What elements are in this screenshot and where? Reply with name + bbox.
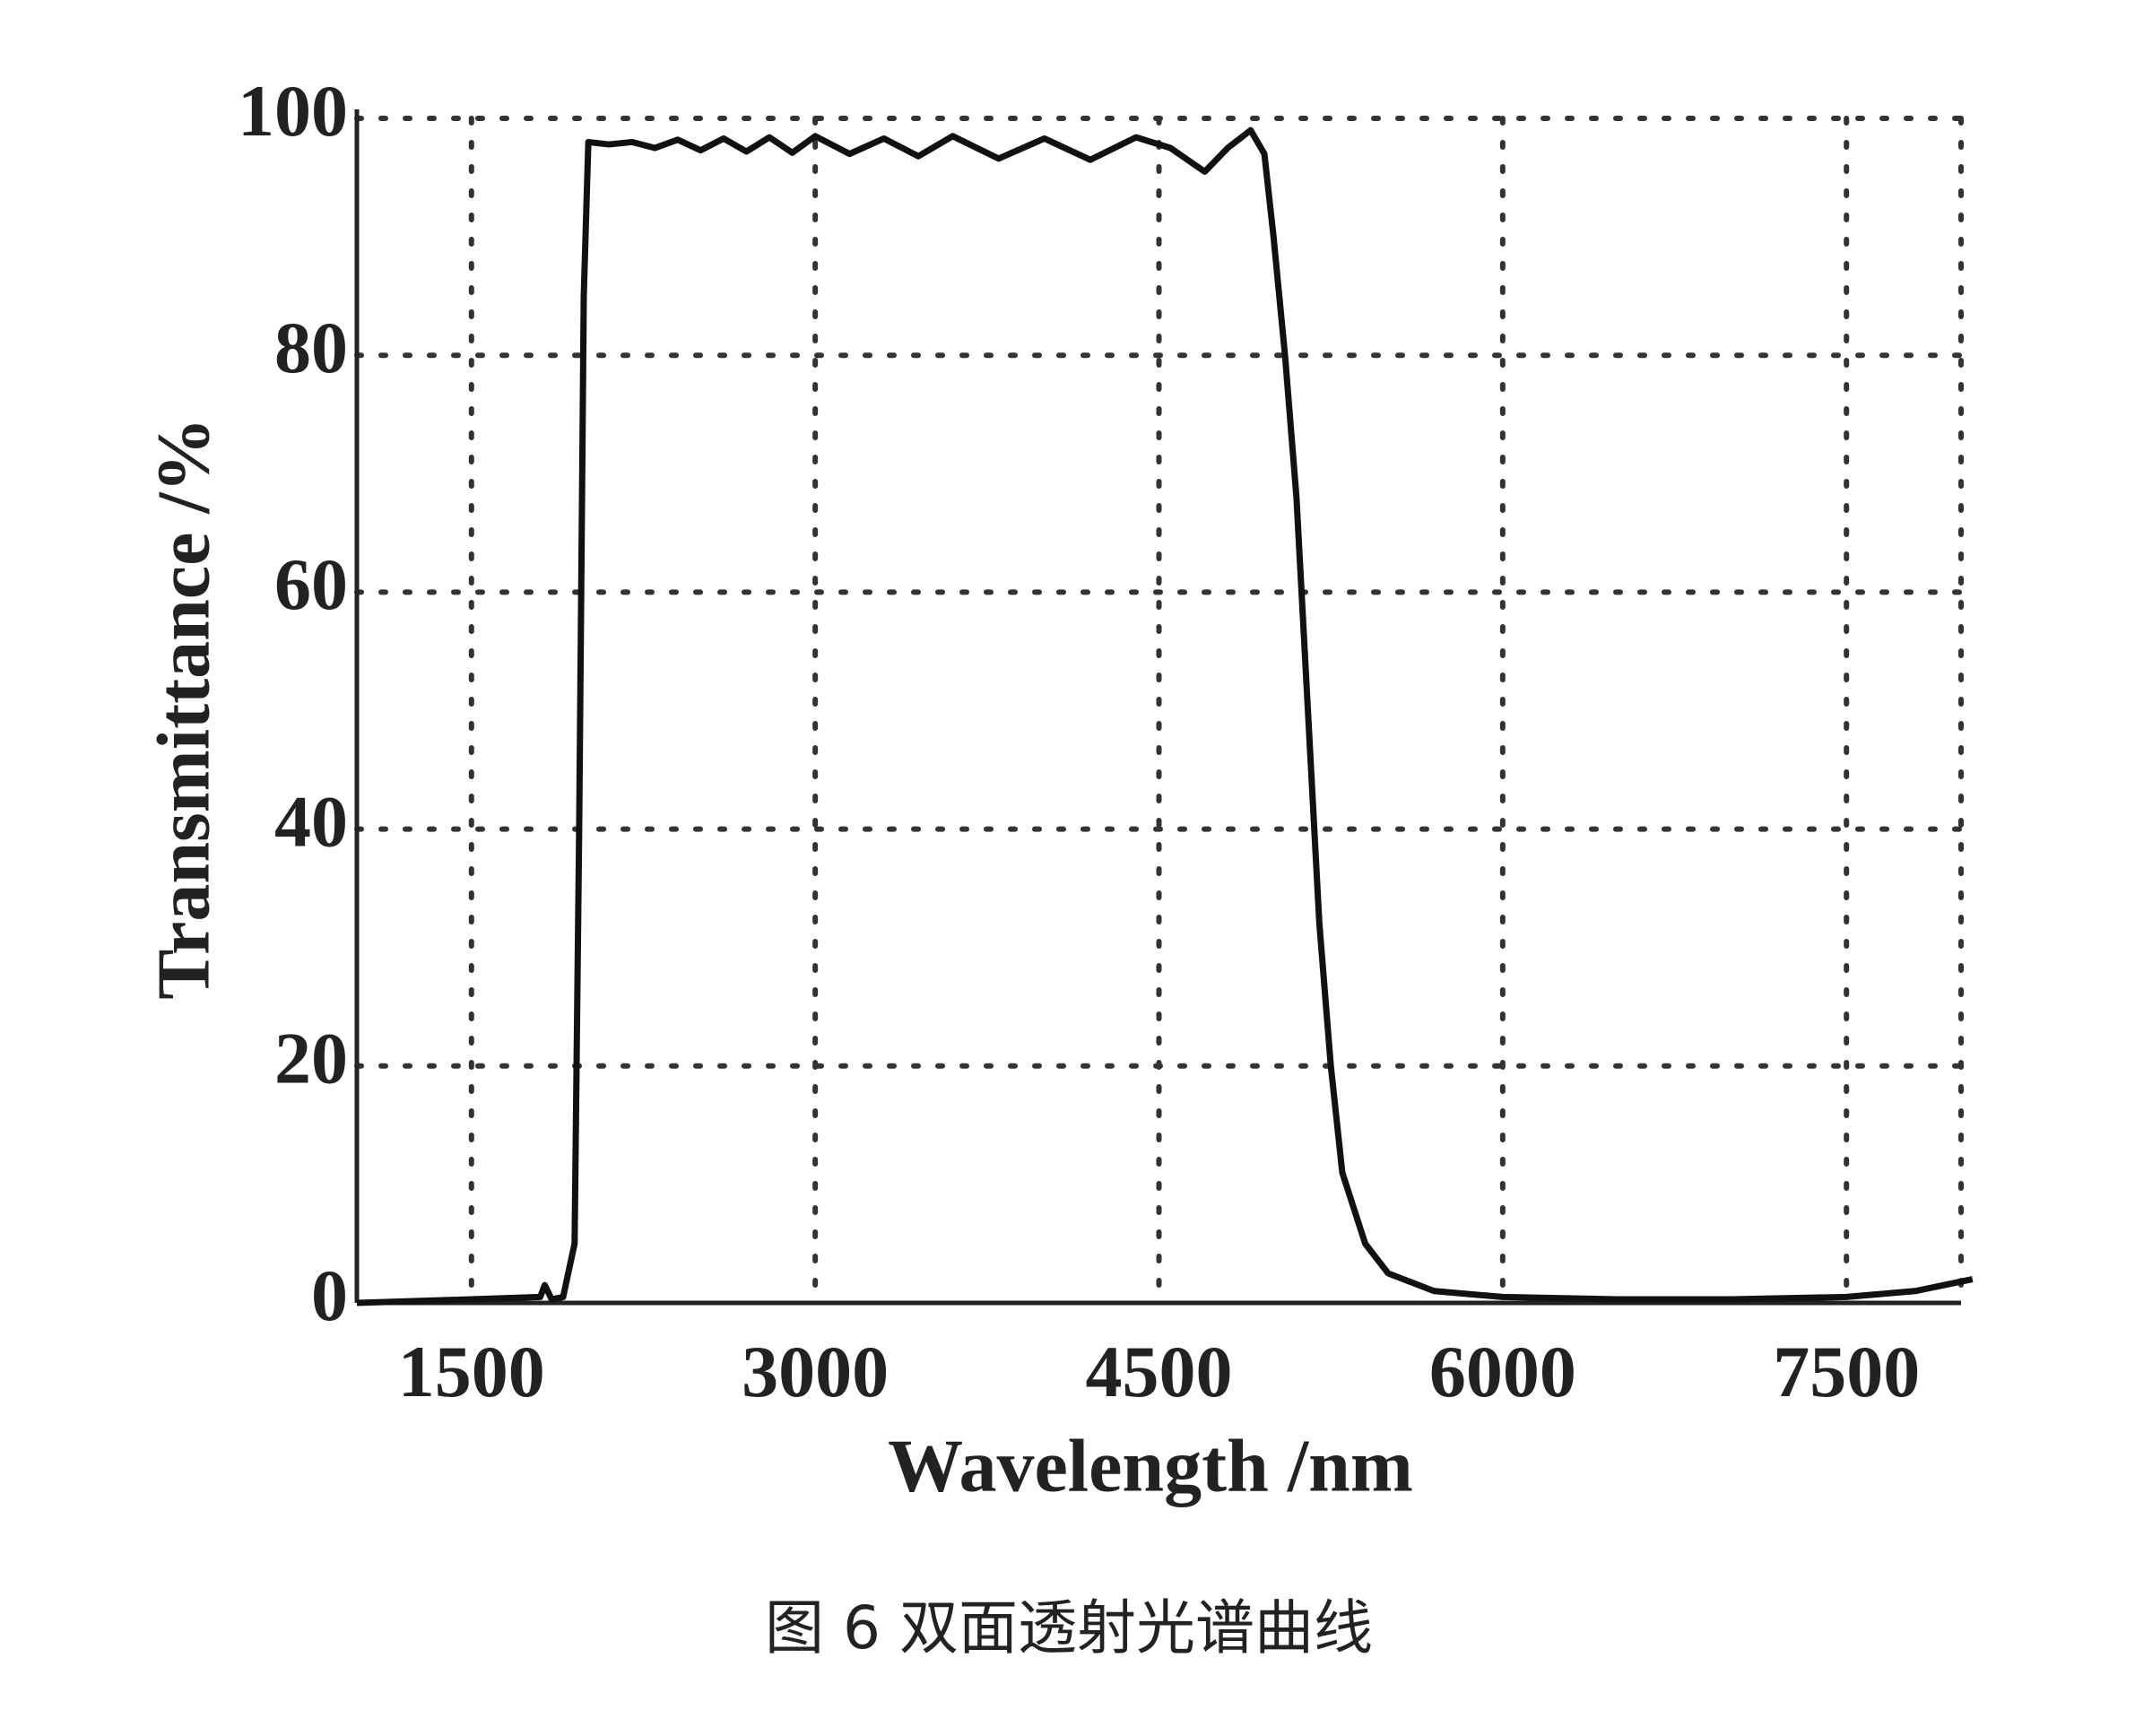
x-tick-label: 4500 <box>1086 1331 1233 1412</box>
x-tick-label: 7500 <box>1773 1331 1920 1412</box>
y-axis-label: Transmittance /% <box>142 417 225 999</box>
x-axis-label: Wavelength /nm <box>888 1424 1413 1507</box>
y-tick-label: 0 <box>311 1254 348 1336</box>
y-tick-label: 40 <box>274 780 348 862</box>
y-tick-label: 100 <box>238 70 348 152</box>
y-tick-label: 80 <box>274 307 348 388</box>
x-tick-label: 3000 <box>742 1331 889 1412</box>
y-tick-label: 60 <box>274 543 348 625</box>
x-tick-label: 1500 <box>398 1331 545 1412</box>
x-tick-label: 6000 <box>1429 1331 1576 1412</box>
line <box>356 126 1974 1306</box>
y-tick-label: 20 <box>274 1018 348 1099</box>
caption: 图 6 双面透射光谱曲线 <box>765 1593 1373 1662</box>
